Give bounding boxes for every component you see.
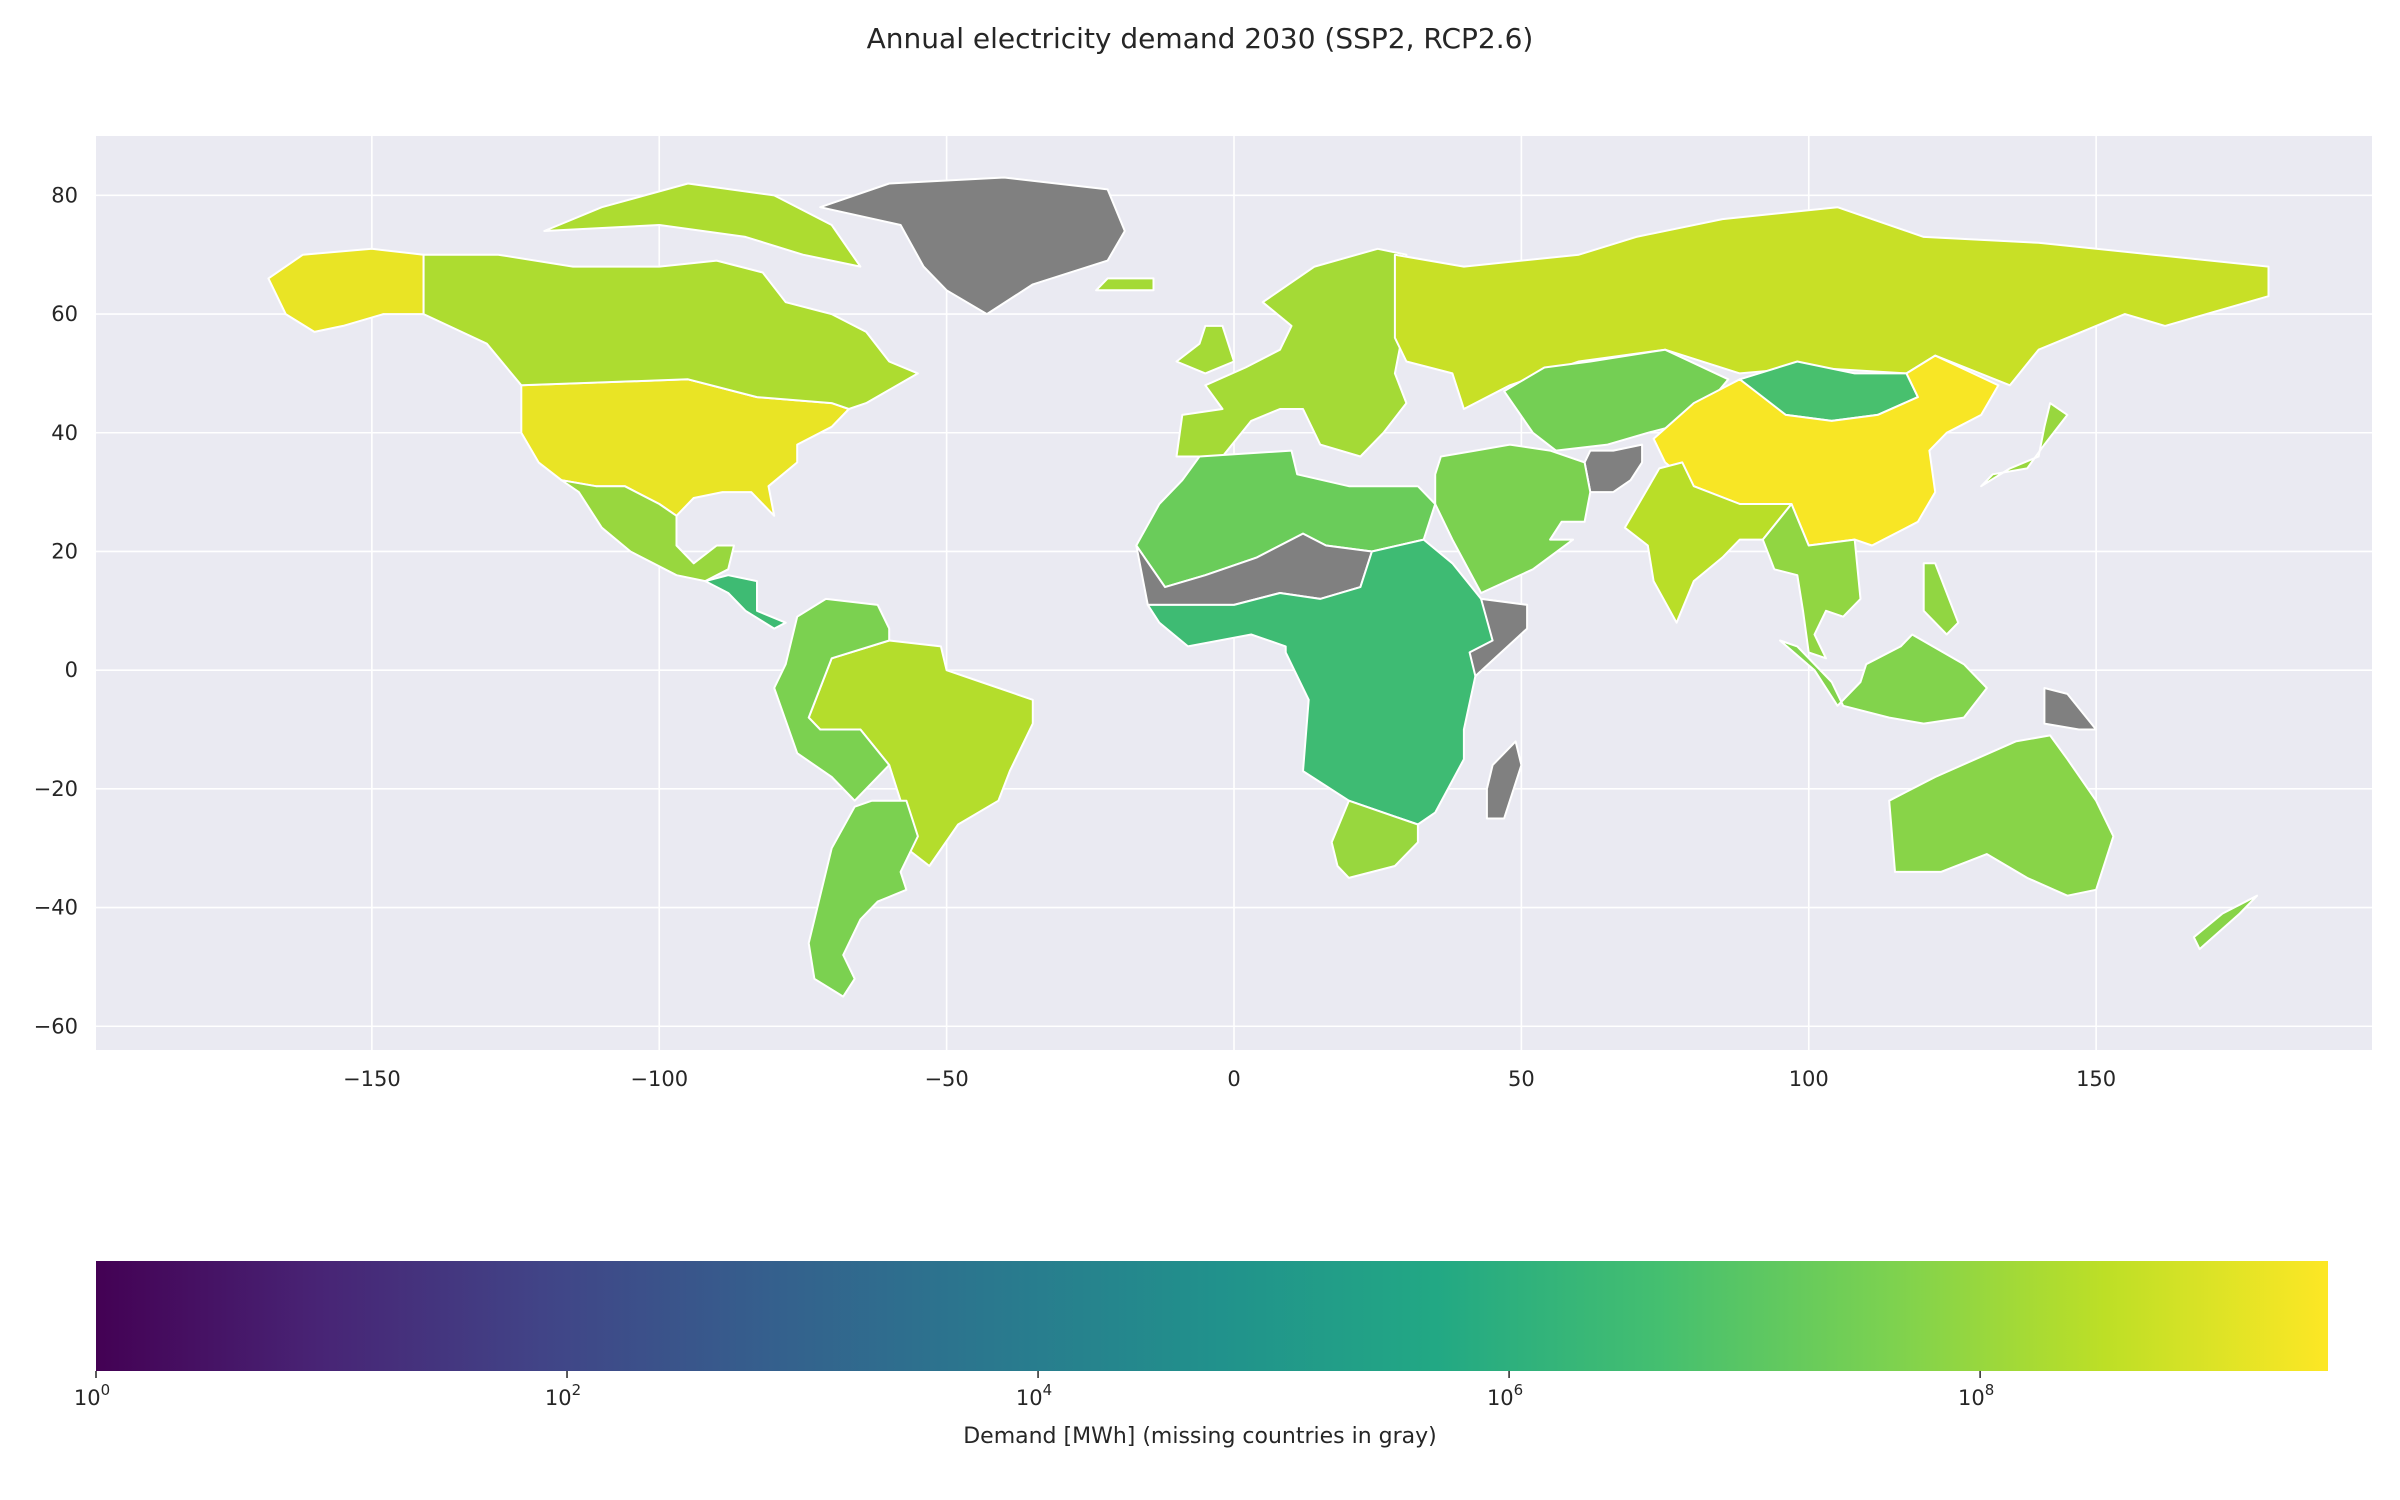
x-tick-label: −150 <box>343 1067 401 1091</box>
country-mexico[interactable] <box>560 479 735 583</box>
country-japan[interactable] <box>1980 402 2069 488</box>
colorbar-tick-label: 100 <box>74 1381 110 1410</box>
x-tick-label: 100 <box>1789 1067 1829 1091</box>
colorbar-tick-label: 108 <box>1958 1381 1994 1410</box>
country-europe[interactable] <box>1175 324 1235 375</box>
y-tick-label: 80 <box>51 183 78 207</box>
country-southeast-asia[interactable] <box>1761 503 1862 660</box>
country-argentina[interactable] <box>807 799 919 998</box>
x-tick-label: 50 <box>1508 1067 1535 1091</box>
country-afghanistan[interactable] <box>1583 443 1644 494</box>
country-australia[interactable] <box>2192 894 2259 951</box>
country-southeast-asia[interactable] <box>1922 562 1960 636</box>
x-axis-ticks: −150 −100 −50 0 50 100 150 <box>343 1067 2116 1091</box>
y-tick-label: −40 <box>34 896 78 920</box>
country-somalia[interactable] <box>1468 597 1529 678</box>
y-tick-label: −20 <box>34 777 78 801</box>
y-tick-label: −60 <box>34 1014 78 1038</box>
country-canada[interactable] <box>543 182 862 268</box>
country-europe[interactable] <box>1095 277 1155 292</box>
colorbar-ticks: 100 102 104 106 108 <box>74 1371 1994 1410</box>
country-australia[interactable] <box>1888 734 2115 897</box>
y-tick-label: 0 <box>65 658 78 682</box>
y-tick-label: 20 <box>51 539 78 563</box>
country-canada[interactable] <box>422 253 919 410</box>
x-tick-label: −100 <box>630 1067 688 1091</box>
colorbar-tick-label: 104 <box>1016 1381 1052 1410</box>
country-central-africa[interactable] <box>1146 538 1529 826</box>
country-indonesia[interactable] <box>1779 633 1988 725</box>
colorbar-label: Demand [MWh] (missing countries in gray) <box>963 1424 1437 1449</box>
land-regions <box>267 176 2270 998</box>
country-madagascar[interactable] <box>1485 740 1523 820</box>
country-argentina[interactable] <box>773 597 891 802</box>
country-united-states[interactable] <box>267 247 425 333</box>
colorbar-tick-label: 106 <box>1487 1381 1523 1410</box>
y-tick-label: 40 <box>51 421 78 445</box>
y-axis-ticks: 80 60 40 20 0 −20 −40 −60 <box>34 183 78 1038</box>
colorbar <box>96 1261 2328 1371</box>
country-russia[interactable] <box>1393 206 2270 410</box>
chart-title: Annual electricity demand 2030 (SSP2, RC… <box>866 22 1534 55</box>
country-central-africa[interactable] <box>704 574 787 630</box>
country-greenland[interactable] <box>819 176 1126 316</box>
country-papua-new-guinea[interactable] <box>2043 687 2098 731</box>
y-tick-label: 60 <box>51 302 78 326</box>
x-tick-label: 150 <box>2076 1067 2116 1091</box>
country-south-africa[interactable] <box>1330 799 1419 879</box>
country-middle-east[interactable] <box>1434 443 1592 594</box>
colorbar-tick-label: 102 <box>545 1381 581 1410</box>
x-tick-label: 0 <box>1227 1067 1240 1091</box>
x-tick-label: −50 <box>924 1067 968 1091</box>
